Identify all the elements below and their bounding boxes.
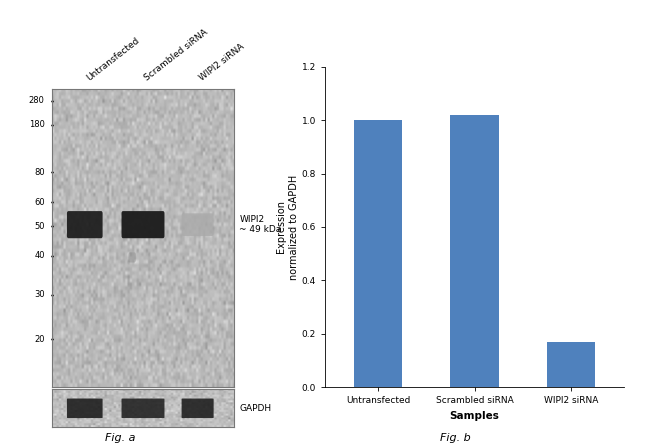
Y-axis label: Expression
normalized to GAPDH: Expression normalized to GAPDH	[276, 174, 299, 279]
Text: Fig. b: Fig. b	[439, 433, 471, 443]
Text: Fig. a: Fig. a	[105, 433, 135, 443]
FancyBboxPatch shape	[181, 399, 214, 418]
Text: Untransfected: Untransfected	[84, 36, 141, 83]
Text: 280: 280	[29, 97, 45, 105]
FancyBboxPatch shape	[128, 252, 136, 263]
Bar	[547, 342, 595, 387]
Text: 80: 80	[34, 168, 45, 177]
FancyBboxPatch shape	[67, 211, 103, 238]
Text: 20: 20	[34, 335, 45, 344]
Text: Scrambled siRNA: Scrambled siRNA	[143, 28, 210, 83]
Bar	[450, 115, 499, 387]
Text: 60: 60	[34, 198, 45, 207]
X-axis label: Samples: Samples	[450, 411, 499, 421]
Text: WIPI2
~ 49 kDa: WIPI2 ~ 49 kDa	[239, 215, 281, 235]
FancyBboxPatch shape	[122, 211, 164, 238]
FancyBboxPatch shape	[181, 213, 214, 236]
Text: 180: 180	[29, 120, 45, 129]
Bar	[354, 120, 402, 387]
Text: WIPI2 siRNA: WIPI2 siRNA	[198, 42, 246, 83]
Text: 50: 50	[34, 222, 45, 231]
FancyBboxPatch shape	[67, 399, 103, 418]
FancyBboxPatch shape	[122, 399, 164, 418]
Text: 40: 40	[34, 251, 45, 260]
Text: 30: 30	[34, 290, 45, 299]
Text: GAPDH: GAPDH	[239, 404, 272, 413]
